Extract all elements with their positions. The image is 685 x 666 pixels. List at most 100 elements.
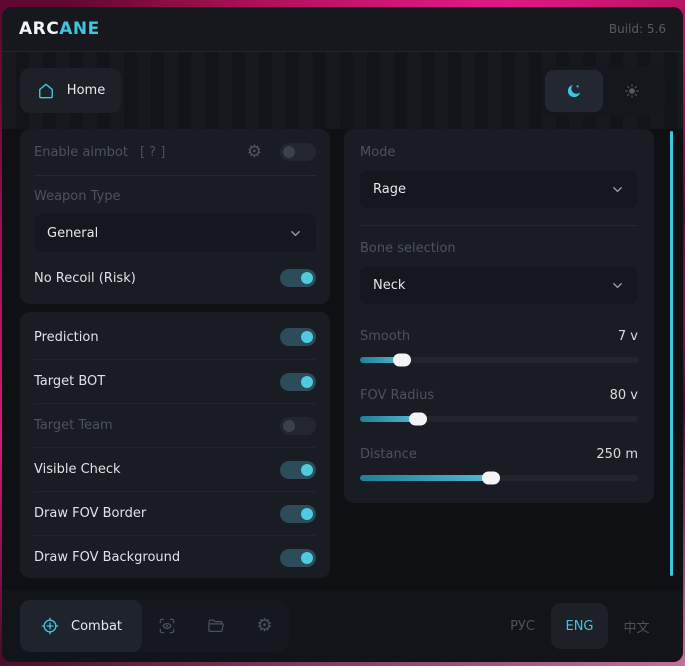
weapon-type-dropdown[interactable]: General (34, 214, 316, 252)
chevron-down-icon (610, 182, 625, 197)
toggle-row-draw-fov-background: Draw FOV Background (34, 535, 316, 578)
moon-icon (565, 82, 583, 100)
combat-label: Combat (71, 618, 123, 634)
theme-switcher (541, 65, 665, 116)
toggle-label: Target Team (34, 418, 113, 433)
tab-bar: Combat ⚙ (20, 600, 290, 652)
divider (360, 225, 638, 226)
enable-aimbot-label: Enable aimbot (34, 144, 128, 160)
toggle-label: Draw FOV Background (34, 550, 181, 565)
crosshair-icon (40, 616, 60, 636)
sun-icon (624, 83, 640, 99)
content-area: Enable aimbot [ ? ] ⚙ Weapon Type Genera… (2, 129, 683, 590)
nav-bar: Home (2, 52, 683, 129)
title-bar: ARCANE Build: 5.6 (2, 7, 683, 52)
language-eng[interactable]: ENG (551, 603, 608, 649)
gear-icon[interactable]: ⚙ (246, 141, 262, 162)
draw-fov-background-toggle[interactable] (280, 548, 316, 567)
enable-aimbot-toggle[interactable] (280, 143, 316, 161)
draw-fov-border-toggle[interactable] (280, 504, 316, 523)
no-recoil-label: No Recoil (Risk) (34, 270, 136, 286)
no-recoil-toggle[interactable] (280, 269, 316, 287)
vertical-scrollbar[interactable] (670, 131, 673, 576)
toggle-knob (301, 272, 313, 284)
app-window: ARCANE Build: 5.6 Home (2, 7, 683, 662)
visible-check-toggle[interactable] (280, 460, 316, 479)
tab-combat[interactable]: Combat (20, 600, 143, 652)
distance-label: Distance (360, 447, 417, 462)
home-button[interactable]: Home (20, 68, 121, 113)
toggle-knob (283, 419, 295, 432)
bone-selection-dropdown[interactable]: Neck (360, 266, 638, 304)
fov-radius-slider[interactable] (360, 412, 638, 426)
slider-fill (360, 353, 411, 367)
folder-icon (206, 616, 226, 636)
home-label: Home (66, 83, 106, 98)
toggle-row-target-bot: Target BOT (34, 359, 316, 403)
slider-fill (360, 412, 428, 426)
build-version: Build: 5.6 (608, 22, 666, 36)
chevron-down-icon (610, 278, 625, 293)
language-rus[interactable]: РУС (494, 603, 551, 649)
light-theme-button[interactable] (603, 70, 661, 112)
mode-label: Mode (360, 145, 396, 160)
toggle-label: Visible Check (34, 462, 121, 477)
fov-radius-label: FOV Radius (360, 388, 435, 403)
language-switcher: РУС ENG 中文 (494, 603, 665, 649)
tab-visuals[interactable] (142, 600, 191, 652)
target-bot-toggle[interactable] (280, 372, 316, 391)
app-logo: ARCANE (19, 19, 100, 39)
eye-scan-icon (157, 616, 177, 636)
left-column: Enable aimbot [ ? ] ⚙ Weapon Type Genera… (20, 129, 330, 578)
slider-knob[interactable] (481, 471, 500, 485)
aimbot-card: Enable aimbot [ ? ] ⚙ Weapon Type Genera… (20, 129, 330, 304)
toggle-label: Draw FOV Border (34, 506, 147, 521)
chevron-down-icon (288, 226, 303, 241)
toggle-knob (301, 331, 313, 343)
toggle-knob (301, 463, 313, 476)
divider (34, 175, 316, 176)
slider-fill (360, 471, 500, 485)
weapon-type-label: Weapon Type (34, 189, 121, 204)
slider-knob[interactable] (409, 412, 428, 426)
mode-value: Rage (373, 181, 406, 197)
footer-bar: Combat ⚙ РУС ENG 中文 (2, 590, 683, 662)
toggles-card: Prediction Target BOT Target Team Visibl… (20, 312, 330, 578)
mode-dropdown[interactable]: Rage (360, 170, 638, 208)
aim-settings-card: Mode Rage Bone selection Neck (344, 129, 654, 503)
home-icon (36, 81, 56, 101)
smooth-slider-group: Smooth 7 v (360, 329, 638, 367)
toggle-row-visible-check: Visible Check (34, 447, 316, 491)
fov-radius-value: 80 v (609, 388, 638, 403)
language-zh[interactable]: 中文 (608, 603, 665, 649)
toggle-knob (301, 507, 313, 520)
tab-settings[interactable]: ⚙ (240, 600, 289, 652)
enable-aimbot-hint[interactable]: [ ? ] (139, 144, 166, 160)
right-column: Mode Rage Bone selection Neck (344, 129, 654, 578)
prediction-toggle[interactable] (280, 328, 316, 346)
distance-slider[interactable] (360, 471, 638, 485)
slider-knob[interactable] (392, 353, 411, 367)
distance-value: 250 m (596, 447, 638, 462)
toggle-row-prediction: Prediction (34, 315, 316, 359)
tab-configs[interactable] (191, 600, 240, 652)
fov-radius-slider-group: FOV Radius 80 v (360, 388, 638, 426)
language-label: 中文 (623, 620, 650, 636)
target-team-toggle[interactable] (280, 416, 316, 435)
dark-theme-button[interactable] (545, 69, 603, 112)
toggle-knob (283, 146, 295, 158)
distance-slider-group: Distance 250 m (360, 447, 638, 485)
toggle-row-target-team: Target Team (34, 403, 316, 447)
toggle-knob (301, 551, 313, 564)
toggle-label: Prediction (34, 329, 99, 345)
language-label: РУС (510, 618, 535, 634)
bone-value: Neck (373, 277, 406, 293)
bone-selection-label: Bone selection (360, 241, 456, 256)
toggle-knob (301, 375, 313, 388)
brand-primary: ARC (19, 19, 60, 39)
toggle-label: Target BOT (34, 374, 106, 389)
smooth-slider[interactable] (360, 353, 638, 367)
language-label: ENG (565, 618, 594, 634)
toggle-row-draw-fov-border: Draw FOV Border (34, 491, 316, 535)
settings-gear-icon: ⚙ (256, 615, 273, 636)
